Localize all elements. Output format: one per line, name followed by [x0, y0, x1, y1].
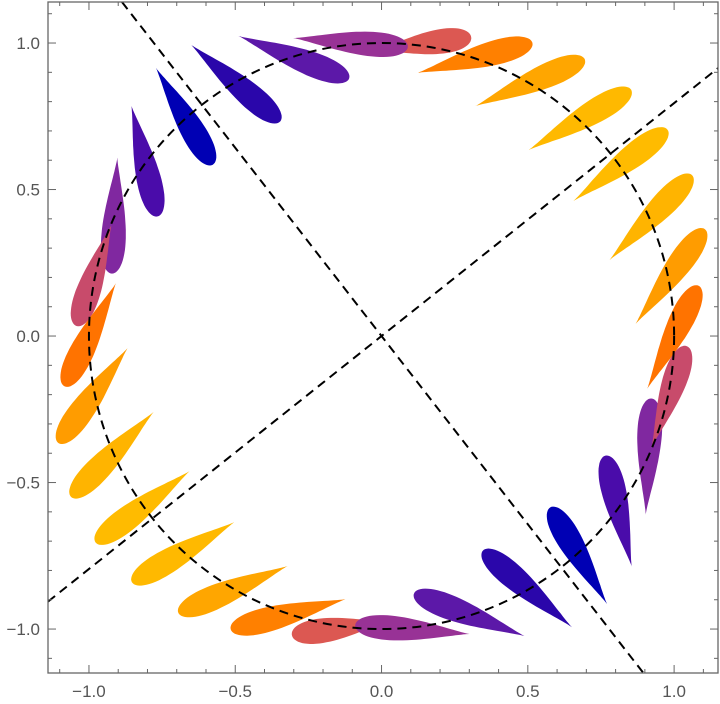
- teardrop-29: [651, 345, 693, 448]
- x-tick-label: −0.5: [218, 682, 252, 701]
- x-tick-label: 0.0: [370, 682, 394, 701]
- reference-circle: [87, 42, 676, 631]
- x-tick-label: 1.0: [662, 682, 686, 701]
- teardrop-25: [481, 548, 572, 628]
- x-tick-label: −1.0: [72, 682, 106, 701]
- teardrop-3: [573, 127, 669, 201]
- teardrop-18: [94, 471, 190, 545]
- axes: −1.0 −0.5 0.0 0.5 1.0 −1.0 −0.5 0.0 0.5 1.0: [6, 1, 719, 701]
- teardrop-17: [69, 411, 154, 499]
- y-tick-label: 0.0: [16, 327, 40, 346]
- teardrop-21: [230, 599, 346, 636]
- plot-area: [48, 2, 718, 673]
- teardrop-24: [413, 588, 525, 637]
- y-tick-label: −1.0: [6, 620, 40, 639]
- teardrop-6: [417, 36, 533, 73]
- x-tick-label: 0.5: [516, 682, 540, 701]
- teardrop-9: [238, 36, 350, 84]
- teardrop-4: [528, 86, 632, 150]
- teardrop-1: [635, 228, 708, 324]
- y-tick-label: 1.0: [16, 34, 40, 53]
- teardrop-19: [131, 522, 235, 586]
- teardrop-12: [131, 105, 165, 217]
- y-tick-label: 0.5: [16, 181, 40, 200]
- plot-frame: [47, 1, 719, 674]
- reference-line-0: [48, 67, 718, 603]
- teardrop-20: [177, 566, 288, 618]
- y-tick-label: −0.5: [6, 474, 40, 493]
- teardrop-5: [475, 54, 586, 106]
- teardrop-16: [55, 348, 128, 444]
- reference-line-1: [121, 2, 645, 673]
- teardrop-8: [293, 31, 408, 57]
- teardrop-2: [609, 173, 694, 261]
- teardrop-10: [191, 44, 282, 124]
- teardrop-11: [156, 67, 217, 166]
